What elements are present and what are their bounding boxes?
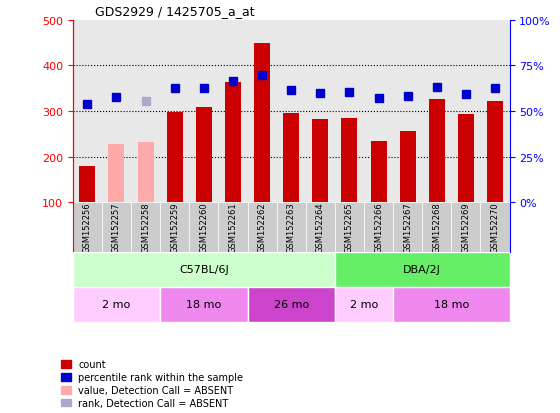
FancyBboxPatch shape <box>131 203 160 252</box>
Bar <box>371 141 386 203</box>
FancyBboxPatch shape <box>160 287 248 322</box>
FancyBboxPatch shape <box>335 287 393 322</box>
Text: GSM152269: GSM152269 <box>461 202 470 253</box>
Text: 26 mo: 26 mo <box>274 299 309 310</box>
Bar <box>400 131 416 203</box>
FancyBboxPatch shape <box>248 287 335 322</box>
FancyBboxPatch shape <box>451 203 480 252</box>
FancyBboxPatch shape <box>277 203 306 252</box>
Bar <box>109 145 124 203</box>
FancyBboxPatch shape <box>102 203 131 252</box>
Text: GSM152267: GSM152267 <box>403 202 412 253</box>
Bar <box>80 166 95 203</box>
Bar <box>138 143 153 203</box>
FancyBboxPatch shape <box>218 203 248 252</box>
FancyBboxPatch shape <box>393 203 422 252</box>
FancyBboxPatch shape <box>335 203 364 252</box>
Text: GSM152270: GSM152270 <box>491 202 500 253</box>
Bar <box>312 120 328 203</box>
Bar <box>196 108 212 203</box>
Text: 18 mo: 18 mo <box>434 299 469 310</box>
Text: 18 mo: 18 mo <box>186 299 221 310</box>
FancyBboxPatch shape <box>73 252 335 287</box>
FancyBboxPatch shape <box>248 203 277 252</box>
Text: GSM152265: GSM152265 <box>345 202 354 253</box>
FancyBboxPatch shape <box>189 203 218 252</box>
Text: 2 mo: 2 mo <box>102 299 130 310</box>
Bar <box>225 83 241 203</box>
Bar <box>429 100 445 203</box>
Text: GSM152256: GSM152256 <box>83 202 92 253</box>
Text: GSM152258: GSM152258 <box>141 202 150 253</box>
Text: GSM152259: GSM152259 <box>170 202 179 253</box>
Legend: count, percentile rank within the sample, value, Detection Call = ABSENT, rank, : count, percentile rank within the sample… <box>61 360 244 408</box>
Bar <box>342 119 357 203</box>
Bar <box>487 102 503 203</box>
Text: C57BL/6J: C57BL/6J <box>179 265 228 275</box>
Bar <box>458 115 474 203</box>
Text: GSM152261: GSM152261 <box>228 202 237 253</box>
Text: GSM152262: GSM152262 <box>258 202 267 253</box>
FancyBboxPatch shape <box>73 287 160 322</box>
FancyBboxPatch shape <box>160 203 189 252</box>
Bar <box>167 113 183 203</box>
FancyBboxPatch shape <box>73 203 102 252</box>
Text: GDS2929 / 1425705_a_at: GDS2929 / 1425705_a_at <box>95 5 254 18</box>
FancyBboxPatch shape <box>306 203 335 252</box>
Text: GSM152263: GSM152263 <box>287 202 296 253</box>
Text: 2 mo: 2 mo <box>350 299 378 310</box>
Text: GSM152264: GSM152264 <box>316 202 325 253</box>
FancyBboxPatch shape <box>393 287 510 322</box>
Text: GSM152260: GSM152260 <box>199 202 208 253</box>
FancyBboxPatch shape <box>480 203 510 252</box>
Text: GSM152266: GSM152266 <box>374 202 383 253</box>
FancyBboxPatch shape <box>335 252 510 287</box>
Text: GSM152257: GSM152257 <box>112 202 121 253</box>
FancyBboxPatch shape <box>364 203 393 252</box>
Bar <box>254 44 270 203</box>
FancyBboxPatch shape <box>422 203 451 252</box>
Text: DBA/2J: DBA/2J <box>403 265 441 275</box>
Bar <box>283 114 299 203</box>
Text: GSM152268: GSM152268 <box>432 202 441 253</box>
